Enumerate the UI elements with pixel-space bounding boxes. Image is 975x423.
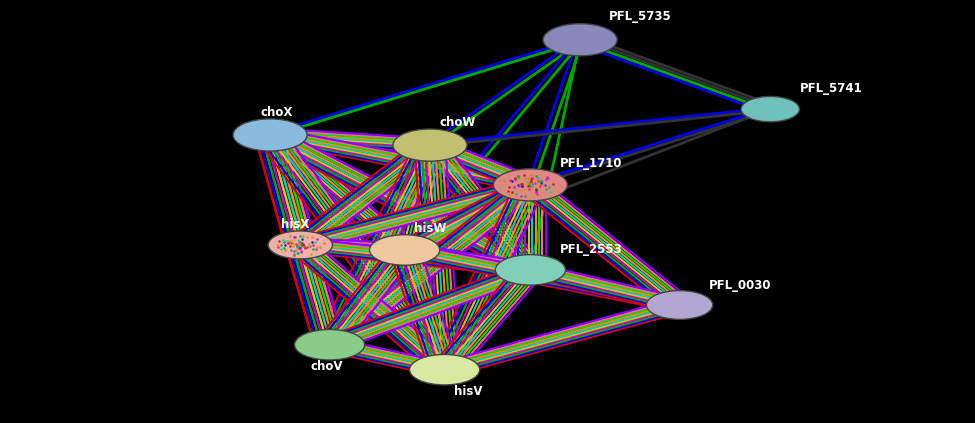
Text: hisX: hisX [281, 218, 309, 231]
Circle shape [493, 169, 567, 201]
Circle shape [393, 129, 467, 161]
Circle shape [370, 235, 440, 265]
Circle shape [741, 96, 800, 122]
Circle shape [543, 24, 617, 56]
Circle shape [233, 119, 307, 151]
Circle shape [294, 330, 365, 360]
Text: PFL_5735: PFL_5735 [609, 10, 672, 23]
Text: hisV: hisV [454, 385, 483, 398]
Text: PFL_0030: PFL_0030 [709, 279, 771, 292]
Circle shape [268, 231, 332, 259]
Circle shape [495, 255, 566, 285]
Text: choX: choX [260, 106, 292, 119]
Text: choW: choW [440, 116, 476, 129]
Text: PFL_2553: PFL_2553 [560, 243, 622, 256]
Text: hisW: hisW [414, 222, 447, 235]
Text: PFL_1710: PFL_1710 [560, 157, 622, 170]
Circle shape [646, 291, 713, 319]
Text: choV: choV [310, 360, 342, 373]
Text: PFL_5741: PFL_5741 [800, 82, 862, 95]
Circle shape [410, 354, 480, 385]
